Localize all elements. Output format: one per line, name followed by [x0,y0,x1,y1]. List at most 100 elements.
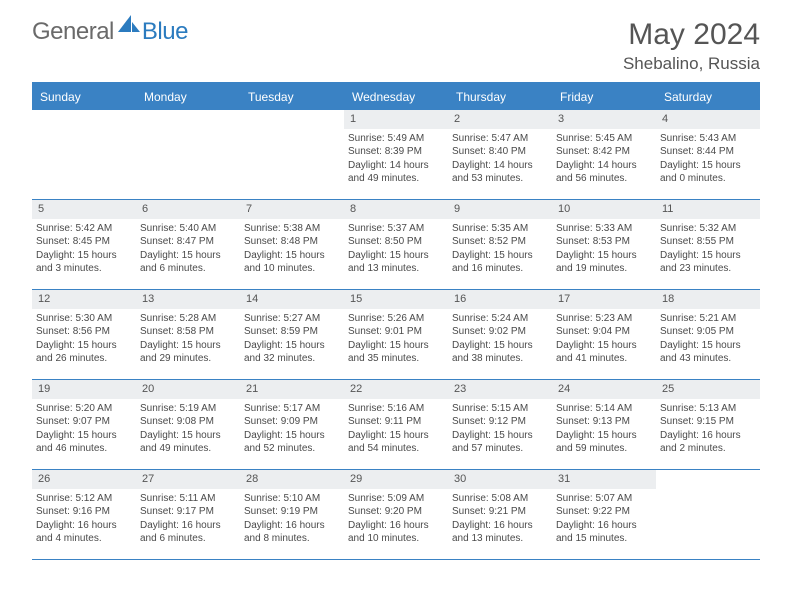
sunset-line: Sunset: 9:12 PM [452,415,548,429]
sunrise-line: Sunrise: 5:12 AM [36,492,132,506]
daylight-line: Daylight: 15 hours and 57 minutes. [452,429,548,456]
day-cell: 27Sunrise: 5:11 AMSunset: 9:17 PMDayligh… [136,470,240,560]
sunset-line: Sunset: 9:13 PM [556,415,652,429]
daylight-line: Daylight: 15 hours and 32 minutes. [244,339,340,366]
day-cell: 20Sunrise: 5:19 AMSunset: 9:08 PMDayligh… [136,380,240,470]
sunset-line: Sunset: 8:53 PM [556,235,652,249]
day-number: 25 [656,380,760,399]
sunrise-line: Sunrise: 5:15 AM [452,402,548,416]
day-cell: 7Sunrise: 5:38 AMSunset: 8:48 PMDaylight… [240,200,344,290]
daylight-line: Daylight: 16 hours and 13 minutes. [452,519,548,546]
day-number: 6 [136,200,240,219]
daylight-line: Daylight: 15 hours and 29 minutes. [140,339,236,366]
sunrise-line: Sunrise: 5:10 AM [244,492,340,506]
day-number: 9 [448,200,552,219]
daylight-line: Daylight: 15 hours and 54 minutes. [348,429,444,456]
weekday-header: Tuesday [240,84,344,110]
day-cell: 10Sunrise: 5:33 AMSunset: 8:53 PMDayligh… [552,200,656,290]
day-number: 8 [344,200,448,219]
day-cell: 25Sunrise: 5:13 AMSunset: 9:15 PMDayligh… [656,380,760,470]
daylight-line: Daylight: 15 hours and 19 minutes. [556,249,652,276]
day-cell: 12Sunrise: 5:30 AMSunset: 8:56 PMDayligh… [32,290,136,380]
day-cell: 29Sunrise: 5:09 AMSunset: 9:20 PMDayligh… [344,470,448,560]
sunset-line: Sunset: 9:15 PM [660,415,756,429]
sunrise-line: Sunrise: 5:11 AM [140,492,236,506]
day-cell: 28Sunrise: 5:10 AMSunset: 9:19 PMDayligh… [240,470,344,560]
brand-sail-icon [118,15,140,38]
sunset-line: Sunset: 8:45 PM [36,235,132,249]
day-number: 23 [448,380,552,399]
day-cell: 13Sunrise: 5:28 AMSunset: 8:58 PMDayligh… [136,290,240,380]
sunset-line: Sunset: 8:48 PM [244,235,340,249]
day-cell: 5Sunrise: 5:42 AMSunset: 8:45 PMDaylight… [32,200,136,290]
sunrise-line: Sunrise: 5:26 AM [348,312,444,326]
daylight-line: Daylight: 15 hours and 52 minutes. [244,429,340,456]
sunset-line: Sunset: 9:09 PM [244,415,340,429]
day-cell: 15 Sunrise: 5:26 AMSunset: 9:01 PMDayligh… [344,290,448,380]
sunrise-line: Sunrise: 5:08 AM [452,492,548,506]
sunset-line: Sunset: 8:47 PM [140,235,236,249]
weekday-header: Friday [552,84,656,110]
daylight-line: Daylight: 15 hours and 35 minutes. [348,339,444,366]
daylight-line: Daylight: 14 hours and 53 minutes. [452,159,548,186]
sunset-line: Sunset: 9:22 PM [556,505,652,519]
sunrise-line: Sunrise: 5:33 AM [556,222,652,236]
weekday-header: Monday [136,84,240,110]
daylight-line: Daylight: 15 hours and 23 minutes. [660,249,756,276]
sunset-line: Sunset: 9:05 PM [660,325,756,339]
sunset-line: Sunset: 9:01 PM [348,325,444,339]
empty-cell: . [32,110,136,200]
weekday-header: Wednesday [344,84,448,110]
day-number: 30 [448,470,552,489]
day-number: 7 [240,200,344,219]
day-number: 26 [32,470,136,489]
sunrise-line: Sunrise: 5:49 AM [348,132,444,146]
empty-cell: . [136,110,240,200]
daylight-line: Daylight: 15 hours and 43 minutes. [660,339,756,366]
sunrise-line: Sunrise: 5:47 AM [452,132,548,146]
day-number: 12 [32,290,136,309]
daylight-line: Daylight: 16 hours and 4 minutes. [36,519,132,546]
sunrise-line: Sunrise: 5:32 AM [660,222,756,236]
day-cell: 18Sunrise: 5:21 AMSunset: 9:05 PMDayligh… [656,290,760,380]
day-cell: 30 Sunrise: 5:08 AMSunset: 9:21 PMDayligh… [448,470,552,560]
sunrise-line: Sunrise: 5:45 AM [556,132,652,146]
sunset-line: Sunset: 8:59 PM [244,325,340,339]
sunset-line: Sunset: 8:40 PM [452,145,548,159]
daylight-line: Daylight: 15 hours and 49 minutes. [140,429,236,456]
day-cell: 17Sunrise: 5:23 AMSunset: 9:04 PMDayligh… [552,290,656,380]
day-number: 14 [240,290,344,309]
day-cell: 9Sunrise: 5:35 AMSunset: 8:52 PMDaylight… [448,200,552,290]
day-cell: 1Sunrise: 5:49 AMSunset: 8:39 PMDaylight… [344,110,448,200]
weekday-header: Thursday [448,84,552,110]
day-number: 17 [552,290,656,309]
day-number: 24 [552,380,656,399]
day-number: 29 [344,470,448,489]
sunset-line: Sunset: 8:50 PM [348,235,444,249]
day-cell: 14Sunrise: 5:27 AMSunset: 8:59 PMDayligh… [240,290,344,380]
day-number: 22 [344,380,448,399]
daylight-line: Daylight: 16 hours and 8 minutes. [244,519,340,546]
daylight-line: Daylight: 14 hours and 49 minutes. [348,159,444,186]
day-cell: 11Sunrise: 5:32 AMSunset: 8:55 PMDayligh… [656,200,760,290]
day-number: 21 [240,380,344,399]
daylight-line: Daylight: 16 hours and 10 minutes. [348,519,444,546]
day-number: 3 [552,110,656,129]
daylight-line: Daylight: 15 hours and 16 minutes. [452,249,548,276]
calendar-grid: SundayMondayTuesdayWednesdayThursdayFrid… [32,84,760,560]
day-number: 16 [448,290,552,309]
sunrise-line: Sunrise: 5:23 AM [556,312,652,326]
sunrise-line: Sunrise: 5:14 AM [556,402,652,416]
day-number: 5 [32,200,136,219]
sunset-line: Sunset: 8:39 PM [348,145,444,159]
day-cell: 23 Sunrise: 5:15 AMSunset: 9:12 PMDayligh… [448,380,552,470]
day-number: 15 [344,290,448,309]
sunset-line: Sunset: 9:21 PM [452,505,548,519]
daylight-line: Daylight: 15 hours and 13 minutes. [348,249,444,276]
sunrise-line: Sunrise: 5:07 AM [556,492,652,506]
daylight-line: Daylight: 15 hours and 26 minutes. [36,339,132,366]
daylight-line: Daylight: 15 hours and 46 minutes. [36,429,132,456]
day-cell: 16Sunrise: 5:24 AMSunset: 9:02 PMDayligh… [448,290,552,380]
sunrise-line: Sunrise: 5:21 AM [660,312,756,326]
day-cell: 22Sunrise: 5:16 AMSunset: 9:11 PMDayligh… [344,380,448,470]
